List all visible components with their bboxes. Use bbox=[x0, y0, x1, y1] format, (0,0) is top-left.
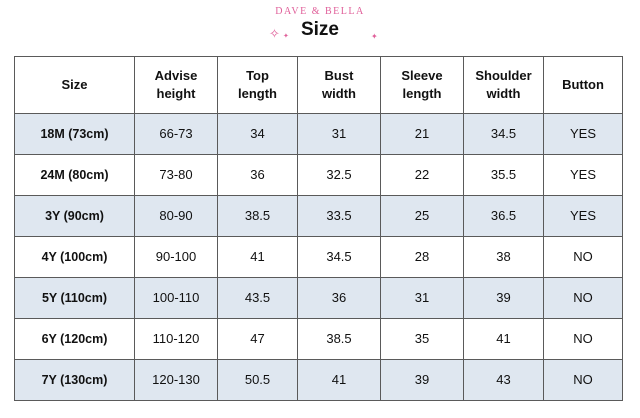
advise-height-cell: 80-90 bbox=[134, 195, 218, 237]
table-row: 18M (73cm) 66-73 34 31 21 34.5 YES bbox=[14, 113, 623, 155]
sleeve-length-cell: 25 bbox=[380, 195, 464, 237]
shoulder-width-cell: 34.5 bbox=[463, 113, 544, 155]
sleeve-length-cell: 35 bbox=[380, 318, 464, 360]
sleeve-length-cell: 22 bbox=[380, 154, 464, 196]
table-row: 7Y (130cm) 120-130 50.5 41 39 43 NO bbox=[14, 359, 623, 401]
size-cell: 4Y (100cm) bbox=[14, 236, 135, 278]
bust-width-cell: 31 bbox=[297, 113, 381, 155]
button-cell: NO bbox=[543, 277, 623, 319]
button-cell: YES bbox=[543, 195, 623, 237]
header-button: Button bbox=[543, 56, 623, 114]
advise-height-cell: 100-110 bbox=[134, 277, 218, 319]
bust-width-cell: 41 bbox=[297, 359, 381, 401]
header-shoulder-width: Shoulder width bbox=[463, 56, 544, 114]
shoulder-width-cell: 43 bbox=[463, 359, 544, 401]
table-row: 4Y (100cm) 90-100 41 34.5 28 38 NO bbox=[14, 236, 623, 278]
sleeve-length-cell: 39 bbox=[380, 359, 464, 401]
bust-width-cell: 38.5 bbox=[297, 318, 381, 360]
page-title: Size bbox=[300, 19, 340, 40]
size-cell: 3Y (90cm) bbox=[14, 195, 135, 237]
sparkle-icon: ✧ bbox=[269, 26, 280, 41]
top-length-cell: 34 bbox=[217, 113, 298, 155]
button-cell: YES bbox=[543, 154, 623, 196]
header-advise-height: Advise height bbox=[134, 56, 218, 114]
bust-width-cell: 33.5 bbox=[297, 195, 381, 237]
advise-height-cell: 120-130 bbox=[134, 359, 218, 401]
button-cell: NO bbox=[543, 236, 623, 278]
bust-width-cell: 36 bbox=[297, 277, 381, 319]
size-cell: 6Y (120cm) bbox=[14, 318, 135, 360]
size-cell: 24M (80cm) bbox=[14, 154, 135, 196]
top-length-cell: 36 bbox=[217, 154, 298, 196]
shoulder-width-cell: 39 bbox=[463, 277, 544, 319]
sleeve-length-cell: 21 bbox=[380, 113, 464, 155]
table-row: 6Y (120cm) 110-120 47 38.5 35 41 NO bbox=[14, 318, 623, 360]
top-length-cell: 38.5 bbox=[217, 195, 298, 237]
advise-height-cell: 73-80 bbox=[134, 154, 218, 196]
top-length-cell: 50.5 bbox=[217, 359, 298, 401]
shoulder-width-cell: 36.5 bbox=[463, 195, 544, 237]
header-top-length: Top length bbox=[217, 56, 298, 114]
size-cell: 7Y (130cm) bbox=[14, 359, 135, 401]
sparkle-icon: ✦ bbox=[283, 33, 289, 40]
bust-width-cell: 34.5 bbox=[297, 236, 381, 278]
size-chart-table: Size Advise height Top length Bust width Sl… bbox=[14, 56, 623, 401]
table-row: 5Y (110cm) 100-110 43.5 36 31 39 NO bbox=[14, 277, 623, 319]
header-size: Size bbox=[14, 56, 135, 114]
table-header-row: Size Advise height Top length Bust width Sl… bbox=[14, 56, 623, 114]
brand-name: DAVE & BELLA bbox=[275, 6, 365, 17]
size-cell: 5Y (110cm) bbox=[14, 277, 135, 319]
button-cell: NO bbox=[543, 318, 623, 360]
header-sleeve-length: Sleeve length bbox=[380, 56, 464, 114]
size-cell: 18M (73cm) bbox=[14, 113, 135, 155]
sleeve-length-cell: 28 bbox=[380, 236, 464, 278]
button-cell: YES bbox=[543, 113, 623, 155]
shoulder-width-cell: 41 bbox=[463, 318, 544, 360]
sleeve-length-cell: 31 bbox=[380, 277, 464, 319]
advise-height-cell: 90-100 bbox=[134, 236, 218, 278]
top-length-cell: 43.5 bbox=[217, 277, 298, 319]
top-length-cell: 41 bbox=[217, 236, 298, 278]
advise-height-cell: 66-73 bbox=[134, 113, 218, 155]
table-row: 3Y (90cm) 80-90 38.5 33.5 25 36.5 YES bbox=[14, 195, 623, 237]
header: DAVE & BELLA ✧ ✦ ✦ Size bbox=[0, 0, 640, 56]
shoulder-width-cell: 35.5 bbox=[463, 154, 544, 196]
advise-height-cell: 110-120 bbox=[134, 318, 218, 360]
button-cell: NO bbox=[543, 359, 623, 401]
bust-width-cell: 32.5 bbox=[297, 154, 381, 196]
sparkle-icon: ✦ bbox=[371, 32, 378, 41]
header-bust-width: Bust width bbox=[297, 56, 381, 114]
top-length-cell: 47 bbox=[217, 318, 298, 360]
shoulder-width-cell: 38 bbox=[463, 236, 544, 278]
table-row: 24M (80cm) 73-80 36 32.5 22 35.5 YES bbox=[14, 154, 623, 196]
